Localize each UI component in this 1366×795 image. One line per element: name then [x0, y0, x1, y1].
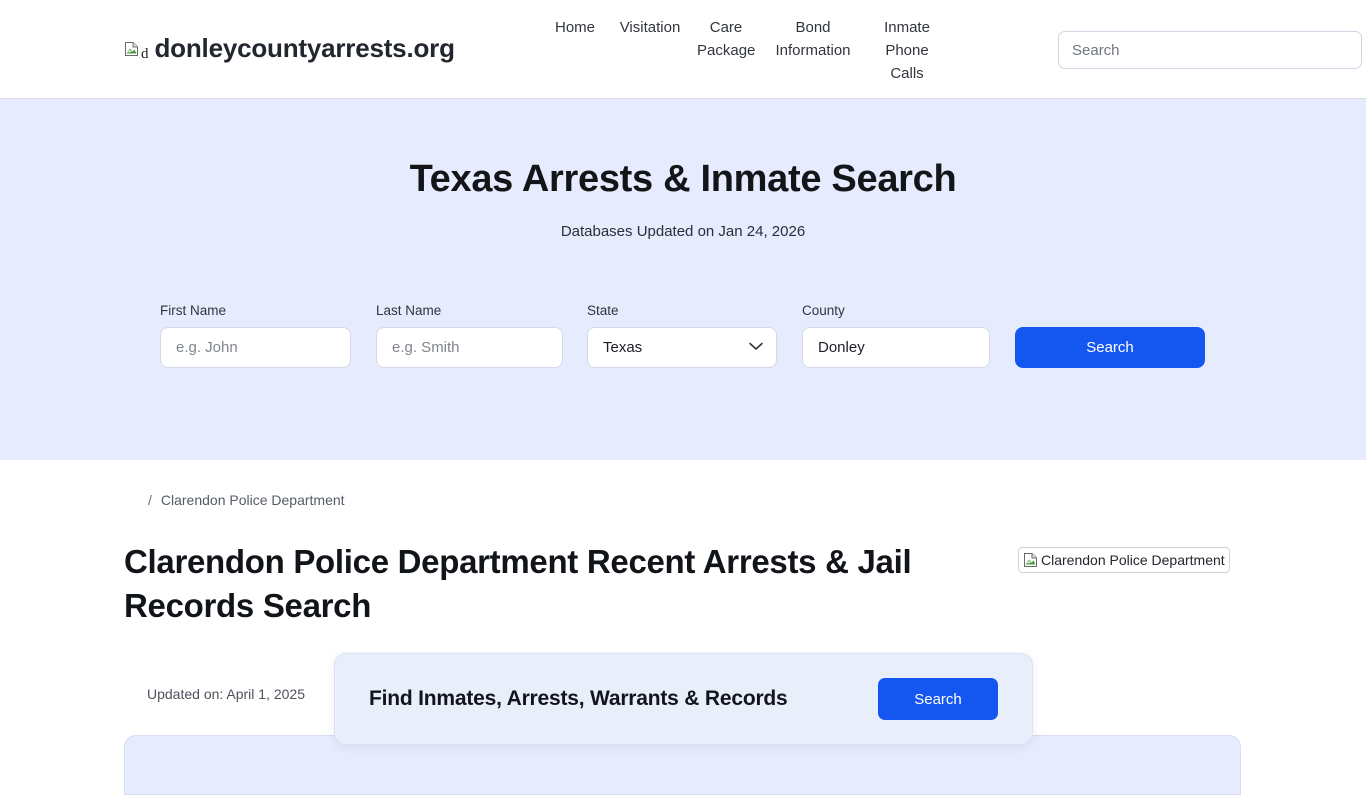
county-label: County	[802, 303, 845, 318]
cta-search-button[interactable]: Search	[878, 678, 998, 720]
nav-item-bond-information[interactable]: Bond Information	[775, 19, 851, 59]
broken-image-icon	[1023, 552, 1039, 568]
agency-image-placeholder: Clarendon Police Department	[1018, 547, 1230, 573]
hero-subtitle: Databases Updated on Jan 24, 2026	[560, 223, 806, 240]
inmate-search-form: First Name Last Name State Texas	[160, 303, 1205, 368]
last-name-label: Last Name	[376, 303, 442, 318]
breadcrumb-current: Clarendon Police Department	[160, 492, 345, 508]
content-section: / Clarendon Police Department Clarendon …	[0, 460, 1366, 768]
nav-item-home[interactable]: Home	[554, 19, 595, 36]
state-select-wrapper[interactable]: Texas	[587, 327, 777, 368]
breadcrumb-separator: /	[148, 492, 152, 508]
nav-item-visitation[interactable]: Visitation	[619, 19, 681, 36]
breadcrumb: / Clarendon Police Department	[124, 492, 345, 508]
brand-logo-link[interactable]: d donleycountyarrests.org	[124, 33, 455, 64]
agency-image-alt-text: Clarendon Police Department	[1041, 552, 1225, 568]
page-title: Clarendon Police Department Recent Arres…	[124, 543, 912, 624]
county-field-group: County	[802, 303, 990, 368]
state-label: State	[587, 303, 619, 318]
nav-item-care-package[interactable]: Care Package	[697, 19, 756, 59]
county-input[interactable]	[802, 327, 990, 368]
brand-name: donleycountyarrests.org	[154, 33, 455, 63]
first-name-label: First Name	[160, 303, 227, 318]
first-name-input[interactable]	[160, 327, 351, 368]
hero-section: Texas Arrests & Inmate Search Databases …	[0, 99, 1366, 460]
hero-title: Texas Arrests & Inmate Search	[409, 158, 957, 200]
last-name-input[interactable]	[376, 327, 563, 368]
state-select[interactable]: Texas	[587, 327, 777, 368]
hero-search-button[interactable]: Search	[1015, 327, 1205, 368]
header-search-input[interactable]	[1058, 31, 1362, 69]
state-field-group: State Texas	[587, 303, 777, 368]
brand-alt-text: d	[141, 46, 149, 62]
site-header: d donleycountyarrests.org Home Visitatio…	[0, 0, 1366, 99]
cta-headline: Find Inmates, Arrests, Warrants & Record…	[369, 687, 788, 710]
main-navigation: Home Visitation Care Package Bond Inform…	[552, 16, 934, 85]
first-name-field-group: First Name	[160, 303, 351, 368]
broken-image-icon	[124, 41, 140, 57]
last-name-field-group: Last Name	[376, 303, 563, 368]
updated-on-text: Updated on: April 1, 2025	[147, 686, 306, 702]
sticky-cta-bar: Find Inmates, Arrests, Warrants & Record…	[334, 653, 1033, 745]
nav-item-inmate-phone-calls[interactable]: Inmate Phone Calls	[884, 19, 930, 82]
